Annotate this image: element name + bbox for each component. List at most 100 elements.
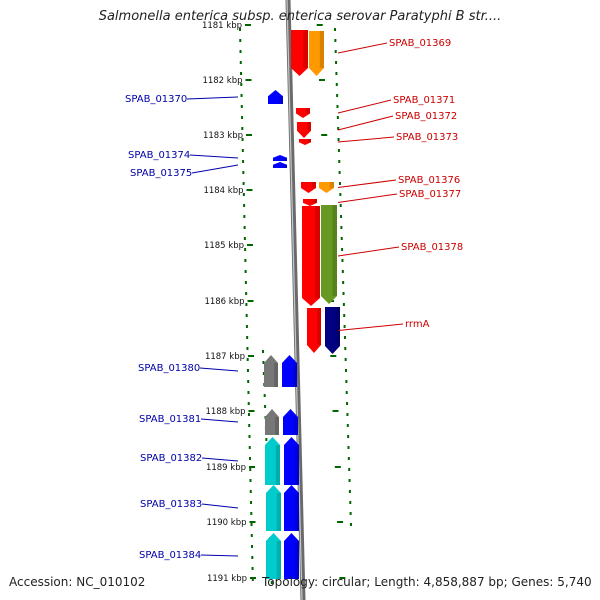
gene-label-text[interactable]: SPAB_01378 xyxy=(401,242,463,253)
gene-label[interactable]: SPAB_01382 xyxy=(140,453,239,464)
gene-feature[interactable]: SPAB_01377 xyxy=(303,199,317,206)
gene-label-text[interactable]: SPAB_01369 xyxy=(389,38,451,49)
coord-tick: 1191 kbp xyxy=(207,574,346,584)
coord-label: 1181 kbp xyxy=(202,21,242,31)
gene-label-text[interactable]: SPAB_01377 xyxy=(399,189,461,200)
gene-feature[interactable]: SPAB_01382 xyxy=(265,437,280,485)
gene-feature[interactable]: SPAB_01383 xyxy=(284,485,299,531)
leader-line xyxy=(337,179,397,188)
leader-line xyxy=(189,154,239,159)
leader-line xyxy=(337,42,388,54)
gene-feature[interactable]: SPAB_01369 xyxy=(291,30,308,76)
gene-feature[interactable]: SPAB_01382 xyxy=(284,437,299,485)
gene-label-text[interactable]: SPAB_01370 xyxy=(125,94,187,105)
leader-line xyxy=(200,418,239,423)
gene-label-text[interactable]: SPAB_01372 xyxy=(395,111,457,122)
gene-feature[interactable]: SPAB_01370 xyxy=(268,90,283,104)
gene-label[interactable]: SPAB_01373 xyxy=(337,132,458,143)
gene-label[interactable]: SPAB_01384 xyxy=(139,550,239,561)
accession-text: Accession: NC_010102 xyxy=(9,575,146,589)
gene-feature[interactable]: SPAB_01375 xyxy=(273,162,287,168)
gene-label-text[interactable]: SPAB_01376 xyxy=(398,175,460,186)
gene-feature[interactable]: SPAB_01381 xyxy=(283,409,298,435)
gene-label[interactable]: SPAB_01378 xyxy=(337,242,463,257)
gene-label-text[interactable]: SPAB_01373 xyxy=(396,132,458,143)
gene-feature[interactable]: rrmA xyxy=(307,308,321,353)
leader-line xyxy=(337,99,392,114)
coord-label: 1186 kbp xyxy=(204,297,244,307)
gene-feature[interactable]: SPAB_01384 xyxy=(266,533,281,579)
coord-tick: 1183 kbp xyxy=(203,131,328,141)
backbone-line xyxy=(285,0,306,600)
gene-feature[interactable]: SPAB_01376 xyxy=(319,182,334,193)
leader-line xyxy=(199,367,239,372)
leader-line xyxy=(337,193,398,203)
gene-label[interactable]: SPAB_01380 xyxy=(138,363,239,374)
gene-feature[interactable]: rrmA xyxy=(325,307,340,354)
leader-line xyxy=(186,96,239,100)
gene-label-text[interactable]: SPAB_01382 xyxy=(140,453,202,464)
gene-label[interactable]: SPAB_01374 xyxy=(128,150,239,161)
genome-summary-text: Topology: circular; Length: 4,858,887 bp… xyxy=(262,575,592,589)
gene-label[interactable]: SPAB_01377 xyxy=(337,189,461,203)
coord-label: 1190 kbp xyxy=(206,518,246,528)
coord-tick: 1187 kbp xyxy=(205,352,337,362)
coord-label: 1189 kbp xyxy=(206,463,246,473)
gene-label-text[interactable]: rrmA xyxy=(405,319,430,330)
leader-line xyxy=(337,323,404,331)
leader-line xyxy=(201,457,239,462)
gene-feature[interactable]: SPAB_01378 xyxy=(321,205,337,304)
coord-label: 1184 kbp xyxy=(203,186,243,196)
gene-label[interactable]: SPAB_01375 xyxy=(130,164,239,179)
gene-label[interactable]: SPAB_01383 xyxy=(140,499,239,510)
gene-label-text[interactable]: SPAB_01381 xyxy=(139,414,201,425)
map-title: Salmonella enterica subsp. enterica sero… xyxy=(98,9,502,24)
coord-tick: 1190 kbp xyxy=(206,518,344,528)
gene-label-text[interactable]: SPAB_01371 xyxy=(393,95,455,106)
gene-feature[interactable]: SPAB_01373 xyxy=(299,139,311,145)
coordinate-ticks: 1181 kbp 1182 kbp 1183 kbp 1184 kbp 1185 kbp… xyxy=(202,21,346,584)
gene-label[interactable]: SPAB_01381 xyxy=(139,414,239,425)
gene-label[interactable]: SPAB_01371 xyxy=(337,95,455,114)
coord-label: 1191 kbp xyxy=(207,574,247,584)
coord-tick: 1189 kbp xyxy=(206,463,341,473)
gene-label-text[interactable]: SPAB_01380 xyxy=(138,363,200,374)
gene-labels[interactable]: SPAB_01369 SPAB_01370 SPAB_01371 SPAB_01372… xyxy=(125,38,463,561)
coord-label: 1183 kbp xyxy=(203,131,243,141)
gene-feature[interactable]: SPAB_01376 xyxy=(301,182,316,193)
gene-feature[interactable]: SPAB_01369 xyxy=(309,31,324,76)
coord-tick: 1181 kbp xyxy=(202,21,323,31)
leader-line xyxy=(191,164,239,174)
gene-feature[interactable]: SPAB_01381 xyxy=(265,409,279,435)
leader-line xyxy=(337,115,394,131)
gene-label[interactable]: SPAB_01370 xyxy=(125,94,239,105)
leader-line xyxy=(337,136,395,143)
gene-label[interactable]: SPAB_01372 xyxy=(337,111,457,131)
coord-label: 1182 kbp xyxy=(202,76,242,86)
gene-label[interactable]: SPAB_01369 xyxy=(337,38,451,54)
gene-feature[interactable]: SPAB_01380 xyxy=(264,355,278,387)
gene-feature[interactable]: SPAB_01378 xyxy=(302,206,320,306)
leader-line xyxy=(201,503,239,509)
gene-feature[interactable]: SPAB_01372 xyxy=(297,122,311,138)
coord-label: 1187 kbp xyxy=(205,352,245,362)
leader-line xyxy=(337,246,400,257)
gene-label-text[interactable]: SPAB_01374 xyxy=(128,150,190,161)
coord-label: 1188 kbp xyxy=(205,407,245,417)
leader-line xyxy=(200,554,239,557)
gene-feature[interactable]: SPAB_01384 xyxy=(284,533,299,579)
gene-feature[interactable]: SPAB_01374 xyxy=(273,155,287,161)
gene-label[interactable]: rrmA xyxy=(337,319,430,331)
coord-tick: 1188 kbp xyxy=(205,407,339,417)
coord-tick: 1182 kbp xyxy=(202,76,325,86)
gene-feature[interactable]: SPAB_01371 xyxy=(296,108,310,118)
gene-label-text[interactable]: SPAB_01375 xyxy=(130,168,192,179)
gene-feature[interactable]: SPAB_01383 xyxy=(266,485,281,531)
gene-label[interactable]: SPAB_01376 xyxy=(337,175,460,188)
gene-label-text[interactable]: SPAB_01383 xyxy=(140,499,202,510)
gene-label-text[interactable]: SPAB_01384 xyxy=(139,550,201,561)
coord-label: 1185 kbp xyxy=(204,241,244,251)
gene-feature[interactable]: SPAB_01380 xyxy=(282,355,297,387)
